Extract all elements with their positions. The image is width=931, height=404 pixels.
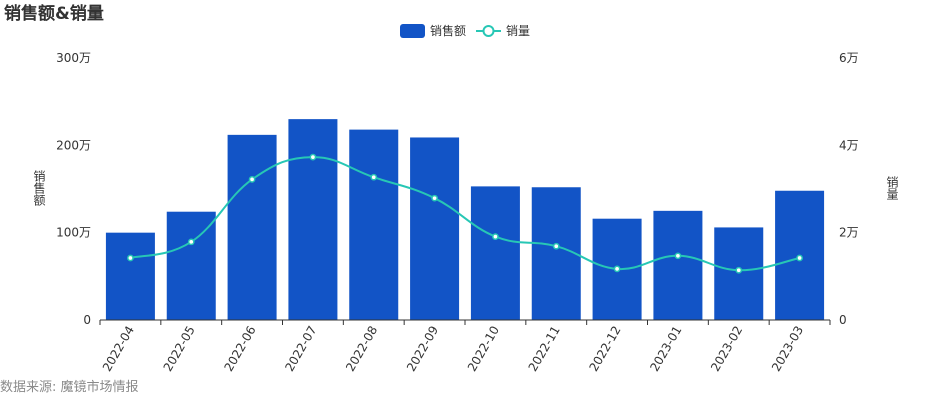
bar[interactable] (288, 119, 338, 320)
x-tick-label: 2023-01 (647, 324, 684, 374)
legend-label-sales: 销售额 (430, 23, 466, 38)
y-axis-left-title: 销售额 (32, 170, 46, 207)
bar[interactable] (410, 137, 460, 320)
legend-swatch-sales (400, 24, 425, 38)
line-point[interactable] (248, 176, 256, 183)
y-right-tick-label: 6万 (839, 51, 859, 65)
x-tick-label: 2022-06 (221, 324, 258, 374)
x-tick-label: 2022-10 (465, 323, 502, 373)
line-point[interactable] (674, 252, 682, 260)
line-point[interactable] (735, 266, 743, 274)
x-tick-label: 2023-03 (769, 324, 806, 374)
data-source-note: 数据来源: 魔镜市场情报 (0, 379, 139, 395)
line-point[interactable] (187, 238, 195, 246)
bar[interactable] (166, 211, 216, 320)
bar[interactable] (653, 210, 703, 320)
x-tick-label: 2022-11 (526, 324, 563, 374)
y-left-tick-label: 300万 (56, 51, 91, 65)
y-left-tick-label: 100万 (56, 226, 91, 240)
line-point[interactable] (552, 242, 560, 250)
line-series-volume-points (127, 153, 803, 274)
bar-series-sales (105, 119, 825, 320)
x-tick-label: 2022-09 (404, 324, 441, 374)
line-point[interactable] (370, 173, 378, 181)
y-right-tick-label: 4万 (839, 138, 859, 152)
y-axis-right-title: 销量 (885, 176, 899, 200)
y-right-tick-label: 0 (839, 313, 847, 327)
line-point[interactable] (613, 265, 621, 273)
legend-item-sales[interactable]: 销售额 (400, 23, 466, 38)
bar[interactable] (349, 129, 399, 320)
bar[interactable] (227, 134, 277, 320)
x-axis: 2022-04 2022-05 2022-06 2022-07 2022-08 2022-… (99, 320, 831, 374)
x-tick-label: 2022-04 (100, 324, 137, 374)
legend-item-volume[interactable]: 销量 (476, 24, 530, 38)
line-point[interactable] (492, 233, 499, 240)
y-right-tick-label: 2万 (839, 226, 859, 240)
line-point[interactable] (431, 194, 438, 202)
legend-swatch-volume-marker (482, 25, 495, 37)
line-point[interactable] (127, 254, 134, 262)
x-tick-label: 2022-08 (343, 324, 380, 374)
y-axis-left: 0 100万 200万 300万 (56, 51, 91, 327)
y-axis-right: 0 2万 4万 6万 (839, 51, 859, 327)
x-tick-label: 2022-07 (282, 324, 319, 374)
x-tick-label: 2023-02 (708, 324, 745, 374)
bar[interactable] (470, 186, 520, 320)
bar[interactable] (105, 232, 155, 320)
legend[interactable]: 销售额 销量 (400, 23, 530, 38)
y-left-tick-label: 200万 (56, 138, 91, 152)
x-tick-label: 2022-12 (586, 324, 623, 374)
y-left-tick-label: 0 (83, 313, 91, 327)
line-point[interactable] (309, 153, 317, 161)
legend-label-volume: 销量 (506, 24, 530, 38)
bar[interactable] (714, 227, 764, 320)
chart-title: 销售额&销量 (4, 3, 104, 24)
bar[interactable] (531, 187, 581, 320)
line-point[interactable] (796, 254, 803, 262)
x-tick-label: 2022-05 (161, 324, 198, 374)
